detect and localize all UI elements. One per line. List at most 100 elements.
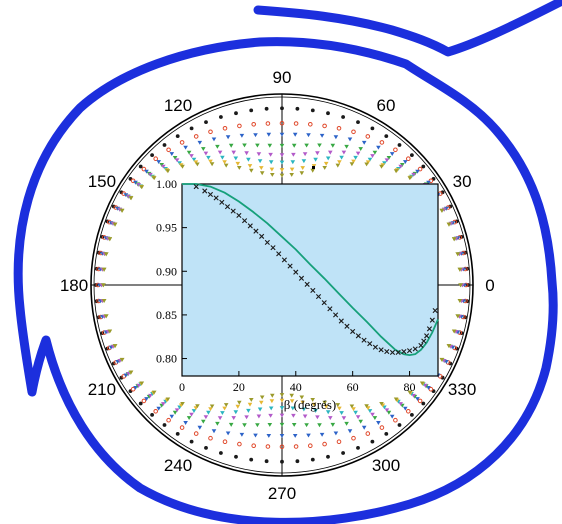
inset-y-tick-label: 0.95 <box>156 221 177 235</box>
inset-marker-x <box>276 251 282 257</box>
polar-point <box>174 408 180 413</box>
angle-label-60: 60 <box>377 96 396 115</box>
polar-point <box>407 390 413 395</box>
polar-point <box>101 267 107 272</box>
polar-point <box>417 166 423 172</box>
polar-point <box>249 457 254 462</box>
polar-point <box>209 404 215 409</box>
polar-point <box>161 164 166 169</box>
polar-point <box>148 393 153 398</box>
polar-point <box>191 409 197 413</box>
polar-point <box>233 410 239 415</box>
polar-point <box>220 411 225 415</box>
polar-point <box>310 457 315 462</box>
inset-marker-x <box>372 344 379 350</box>
polar-point <box>291 423 297 427</box>
polar-point <box>367 409 373 413</box>
polar-point <box>446 222 452 227</box>
inset-marker-x <box>304 281 310 287</box>
polar-point <box>308 443 313 449</box>
polar-point <box>370 126 375 131</box>
polar-point <box>253 133 258 138</box>
polar-point <box>193 134 199 139</box>
polar-point <box>279 132 285 137</box>
polar-point <box>310 108 315 113</box>
polar-point <box>279 168 285 172</box>
polar-point <box>107 237 113 242</box>
inset-marker-x <box>236 212 242 219</box>
inset-marker-x <box>202 188 208 194</box>
polar-point <box>310 398 315 402</box>
polar-point <box>103 252 109 257</box>
polar-point <box>308 122 313 127</box>
polar-point <box>169 152 175 156</box>
polar-point <box>189 412 194 417</box>
polar-point <box>267 143 273 148</box>
polar-point <box>244 415 249 420</box>
polar-point <box>397 143 402 147</box>
angle-label-0: 0 <box>485 276 494 295</box>
polar-point <box>299 395 305 400</box>
polar-point <box>290 160 296 165</box>
polar-point <box>421 401 426 406</box>
inset-marker-x <box>310 287 316 294</box>
polar-point <box>208 129 213 135</box>
polar-point <box>144 169 149 174</box>
polar-point <box>264 459 269 464</box>
inset-marker-x <box>401 348 407 355</box>
polar-point <box>367 157 373 162</box>
polar-point <box>397 423 402 427</box>
polar-point <box>370 154 375 158</box>
polar-point <box>141 166 147 172</box>
blue-annotation-stroke-top <box>253 0 562 57</box>
polar-point <box>211 429 217 434</box>
polar-point <box>289 399 295 404</box>
polar-point <box>101 283 106 288</box>
polar-point <box>300 400 305 405</box>
inset-x-tick-label: 20 <box>233 380 245 394</box>
polar-series-2 <box>97 132 467 438</box>
polar-point <box>235 161 241 166</box>
polar-point <box>237 441 242 447</box>
polar-point <box>319 432 325 437</box>
inset-marker-x <box>270 245 276 251</box>
angle-label-300: 300 <box>372 456 400 475</box>
polar-point <box>347 137 353 142</box>
polar-point <box>228 143 234 148</box>
polar-point <box>259 400 264 405</box>
polar-point <box>228 422 234 427</box>
polar-point <box>201 419 206 424</box>
polar-point <box>172 410 178 415</box>
polar-point <box>256 152 262 157</box>
polar-point <box>364 404 369 409</box>
inset-y-tick-label: 1.00 <box>156 177 177 191</box>
polar-point <box>211 137 217 142</box>
polar-point <box>259 171 265 176</box>
polar-point <box>317 423 322 428</box>
polar-point <box>317 143 322 148</box>
polar-point <box>335 163 341 168</box>
polar-point <box>325 410 331 415</box>
polar-point <box>353 155 358 160</box>
angle-label-120: 120 <box>164 96 192 115</box>
polar-point <box>393 397 399 402</box>
polar-point <box>301 159 307 164</box>
polar-point <box>351 435 356 441</box>
inset-marker-x <box>426 326 433 332</box>
polar-point <box>156 160 161 164</box>
polar-point <box>222 126 228 131</box>
polar-point <box>330 422 336 427</box>
polar-point <box>259 166 264 170</box>
polar-point <box>180 402 185 406</box>
polar-point <box>421 164 426 169</box>
polar-point <box>179 425 185 430</box>
polar-point <box>439 208 445 213</box>
polar-point <box>301 407 307 412</box>
angle-label-90: 90 <box>273 68 292 87</box>
inset-series <box>182 183 439 357</box>
blue-annotation-strokes <box>13 0 562 524</box>
polar-point <box>237 166 242 170</box>
polar-point <box>223 403 229 407</box>
polar-point <box>372 150 378 155</box>
